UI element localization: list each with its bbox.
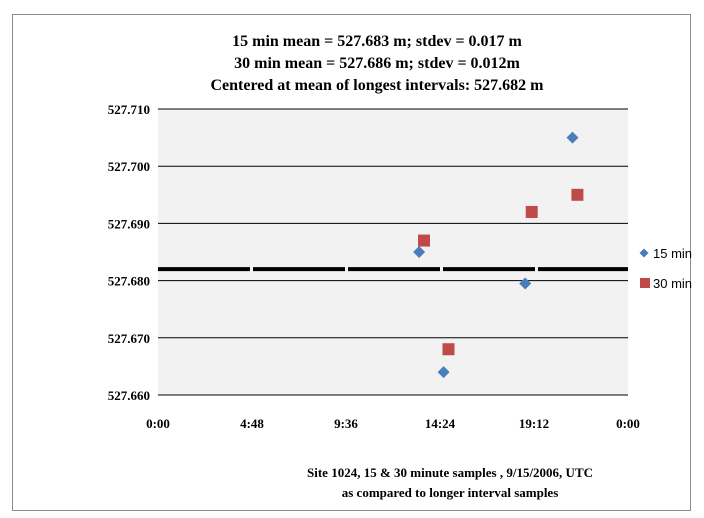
plot-area bbox=[158, 109, 628, 395]
title-line-1: 15 min mean = 527.683 m; stdev = 0.017 m bbox=[232, 33, 522, 50]
title-line-3: Centered at mean of longest intervals: 5… bbox=[211, 77, 545, 94]
legend-label: 15 min bbox=[653, 246, 692, 261]
y-axis-tick-labels: 527.710 527.700 527.690 527.680 527.670 527.6… bbox=[108, 102, 150, 403]
legend: 15 min 30 min bbox=[639, 246, 692, 291]
x-tick-label: 4:48 bbox=[240, 416, 264, 431]
x-tick-label: 9:36 bbox=[334, 416, 358, 431]
x-tick-label: 19:12 bbox=[519, 416, 549, 431]
point-30min-marker bbox=[418, 234, 431, 247]
point-15min-marker bbox=[519, 277, 532, 290]
y-tick-label: 527.710 bbox=[108, 102, 150, 117]
x-tick-label: 14:24 bbox=[425, 416, 456, 431]
point-30min-marker bbox=[525, 205, 538, 218]
point-15min-marker bbox=[413, 246, 426, 258]
title-line-2: 30 min mean = 527.686 m; stdev = 0.012m bbox=[234, 55, 520, 72]
x-tick-label: 0:00 bbox=[146, 416, 170, 431]
y-tick-label: 527.670 bbox=[108, 331, 150, 346]
y-tick-label: 527.690 bbox=[108, 216, 150, 231]
chart-title: 15 min mean = 527.683 m; stdev = 0.017 m… bbox=[211, 33, 545, 94]
point-30min-marker bbox=[571, 188, 584, 201]
x-axis-tick-labels: 0:00 4:48 9:36 14:24 19:12 0:00 bbox=[146, 416, 640, 431]
caption-line-1: Site 1024, 15 & 30 minute samples , 9/15… bbox=[307, 465, 593, 480]
legend-marker-30min bbox=[640, 278, 650, 288]
x-tick-label: 0:00 bbox=[616, 416, 640, 431]
y-tick-label: 527.700 bbox=[108, 159, 150, 174]
caption: Site 1024, 15 & 30 minute samples , 9/15… bbox=[307, 465, 593, 500]
legend-marker-15min bbox=[639, 248, 649, 258]
legend-label: 30 min bbox=[653, 276, 692, 291]
caption-line-2: as compared to longer interval samples bbox=[342, 485, 559, 500]
point-15min-marker bbox=[437, 366, 450, 379]
point-30min-marker bbox=[442, 343, 455, 356]
gridlines bbox=[158, 108, 628, 396]
data-points bbox=[413, 131, 584, 379]
y-tick-label: 527.660 bbox=[108, 388, 150, 403]
point-15min-marker bbox=[566, 131, 579, 144]
y-tick-label: 527.680 bbox=[108, 274, 150, 289]
